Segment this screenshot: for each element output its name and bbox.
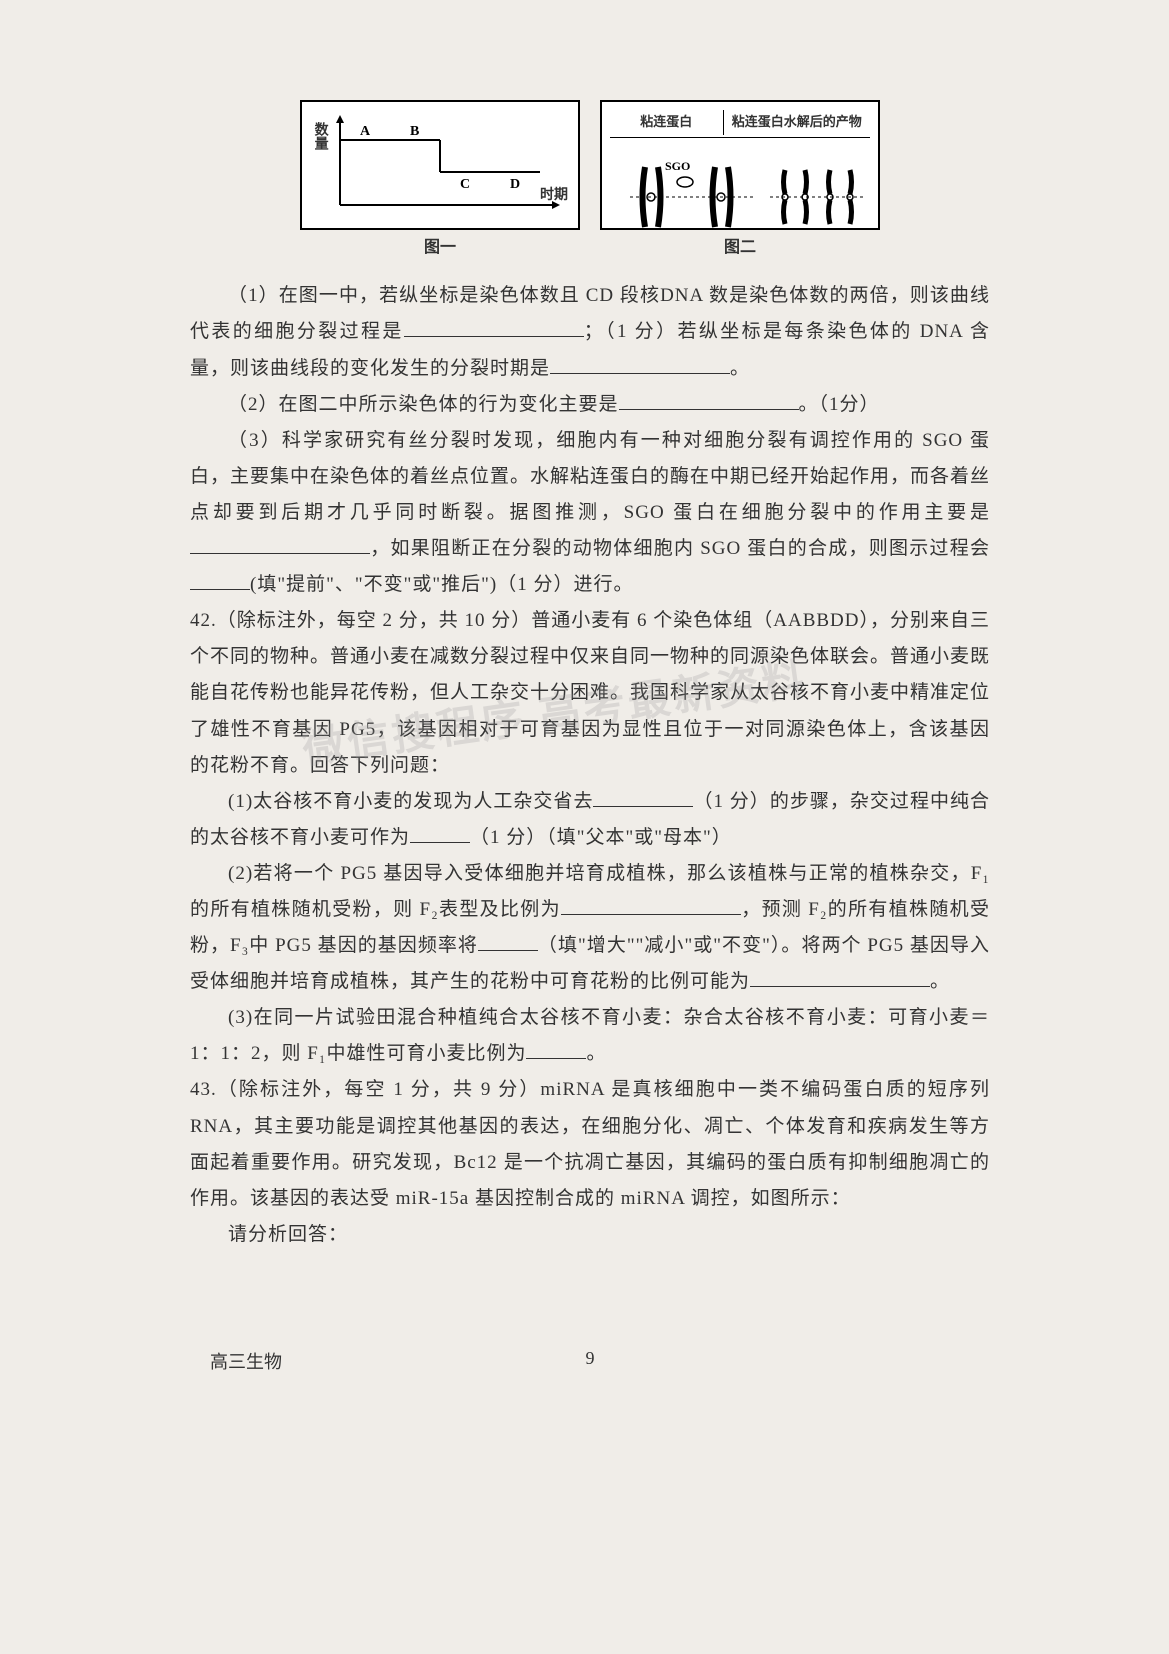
q42-3-part-a: (3)在同一片试验田混合种植纯合太谷核不育小麦：杂合太谷核不育小麦：可育小麦＝1… (190, 1007, 990, 1064)
figure-1-label: 图一 (300, 233, 580, 263)
page-footer: 高三生物 9 (210, 1348, 970, 1374)
q41-3-part-c: (填"提前"、"不变"或"推后")（1 分）进行。 (250, 574, 633, 595)
svg-text:D: D (510, 177, 520, 192)
q41-3-text: （3）科学家研究有丝分裂时发现，细胞内有一种对细胞分裂有调控作用的 SGO 蛋白… (190, 423, 990, 603)
footer-page-number: 9 (586, 1348, 595, 1369)
q41-1-text: （1）在图一中，若纵坐标是染色体数且 CD 段核DNA 数是染色体数的两倍，则该… (190, 278, 990, 386)
figure-1-box: 数量 A B C D 时期 (300, 100, 580, 230)
q41-3-part-a: （3）科学家研究有丝分裂时发现，细胞内有一种对细胞分裂有调控作用的 SGO 蛋白… (190, 430, 990, 523)
figure-2-header-left: 粘连蛋白 (610, 110, 723, 135)
blank-9 (478, 950, 538, 951)
step-chart-svg: A B C D (310, 110, 570, 220)
figure-2-header: 粘连蛋白 粘连蛋白水解后的产物 (610, 110, 870, 138)
svg-text:A: A (360, 124, 371, 139)
blank-7 (410, 842, 470, 843)
blank-5 (190, 589, 250, 590)
chromosome-svg: SGO (610, 142, 870, 252)
blank-11 (526, 1058, 586, 1059)
q41-3-part-b: ，如果阻断正在分裂的动物体细胞内 SGO 蛋白的合成，则图示过程会 (370, 538, 990, 559)
q41-2-text: （2）在图二中所示染色体的行为变化主要是 。（1分） (190, 387, 990, 423)
q43-prompt: 请分析回答： (190, 1217, 990, 1253)
blank-3 (619, 409, 799, 410)
q42-1-text: (1)太谷核不育小麦的发现为人工杂交省去（1 分）的步骤，杂交过程中纯合的太谷核… (190, 784, 990, 856)
figure-1-wrapper: 数量 A B C D 时期 图一 (300, 100, 580, 263)
blank-1 (404, 336, 584, 337)
figure-2-wrapper: 粘连蛋白 粘连蛋白水解后的产物 SGO (600, 100, 880, 263)
q42-intro: 42.（除标注外，每空 2 分，共 10 分）普通小麦有 6 个染色体组（AAB… (190, 603, 990, 783)
figure-2-box: 粘连蛋白 粘连蛋白水解后的产物 SGO (600, 100, 880, 230)
q42-1-part-c: （1 分）（填"父本"或"母本"） (470, 827, 732, 848)
x-axis-label: 时期 (540, 183, 568, 210)
svg-text:SGO: SGO (665, 159, 690, 173)
q41-2-part-a: （2）在图二中所示染色体的行为变化主要是 (228, 394, 619, 415)
blank-4 (190, 553, 370, 554)
svg-text:B: B (410, 124, 419, 139)
svg-text:C: C (460, 177, 470, 192)
footer-subject: 高三生物 (210, 1348, 282, 1374)
figure-2-header-right: 粘连蛋白水解后的产物 (723, 110, 870, 135)
exam-page: 数量 A B C D 时期 图一 (190, 100, 990, 1253)
figures-row: 数量 A B C D 时期 图一 (190, 100, 990, 263)
q42-3-text: (3)在同一片试验田混合种植纯合太谷核不育小麦：杂合太谷核不育小麦：可育小麦＝1… (190, 1000, 990, 1072)
q43-intro: 43.（除标注外，每空 1 分，共 9 分）miRNA 是真核细胞中一类不编码蛋… (190, 1072, 990, 1216)
q42-2-text: (2)若将一个 PG5 基因导入受体细胞并培育成植株，那么该植株与正常的植株杂交… (190, 856, 990, 1000)
y-axis-label: 数量 (306, 122, 333, 150)
blank-2 (550, 373, 730, 374)
q42-1-part-a: (1)太谷核不育小麦的发现为人工杂交省去 (228, 791, 593, 812)
blank-6 (593, 806, 693, 807)
blank-10 (750, 986, 930, 987)
q41-2-end: 。（1分） (799, 394, 880, 415)
blank-8 (561, 914, 741, 915)
